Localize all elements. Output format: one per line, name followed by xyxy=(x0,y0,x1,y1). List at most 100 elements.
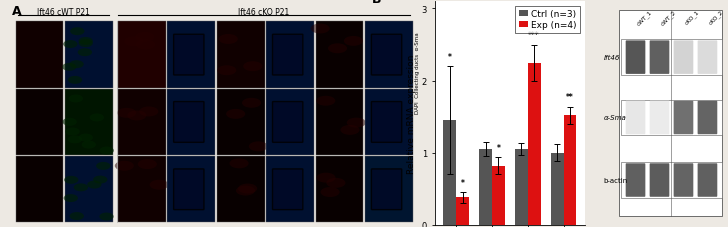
Text: cWT_1: cWT_1 xyxy=(636,9,653,26)
Bar xyxy=(266,156,314,222)
FancyBboxPatch shape xyxy=(371,102,402,143)
Ellipse shape xyxy=(87,181,101,189)
Bar xyxy=(479,149,492,225)
Text: cKO_1: cKO_1 xyxy=(684,9,700,26)
Text: cWT_2: cWT_2 xyxy=(660,9,677,27)
Ellipse shape xyxy=(68,136,82,144)
Ellipse shape xyxy=(344,37,363,47)
Bar xyxy=(316,89,363,155)
Ellipse shape xyxy=(328,44,347,54)
Ellipse shape xyxy=(100,147,114,155)
FancyBboxPatch shape xyxy=(272,102,303,143)
FancyBboxPatch shape xyxy=(697,101,717,135)
Bar xyxy=(167,156,215,222)
Text: *: * xyxy=(448,53,451,62)
Text: Ift46 cWT P21: Ift46 cWT P21 xyxy=(37,8,90,17)
Text: Ift46 cKO P21: Ift46 cKO P21 xyxy=(238,8,289,17)
FancyBboxPatch shape xyxy=(173,169,204,210)
Ellipse shape xyxy=(63,118,77,126)
Bar xyxy=(528,63,541,225)
Ellipse shape xyxy=(226,109,245,119)
FancyBboxPatch shape xyxy=(272,169,303,210)
Text: B: B xyxy=(371,0,381,6)
FancyBboxPatch shape xyxy=(371,169,402,210)
FancyBboxPatch shape xyxy=(697,41,717,74)
Text: *: * xyxy=(496,143,500,152)
FancyBboxPatch shape xyxy=(697,163,717,197)
FancyBboxPatch shape xyxy=(673,101,693,135)
Ellipse shape xyxy=(218,35,238,45)
Ellipse shape xyxy=(242,98,261,108)
Ellipse shape xyxy=(63,41,77,49)
Bar xyxy=(65,89,113,155)
Bar xyxy=(266,89,314,155)
Text: *: * xyxy=(461,178,464,187)
Text: **: ** xyxy=(566,93,574,102)
Ellipse shape xyxy=(317,173,336,183)
FancyBboxPatch shape xyxy=(625,41,645,74)
Ellipse shape xyxy=(243,62,262,72)
Y-axis label: Relative mRNA expression: Relative mRNA expression xyxy=(407,54,416,173)
Ellipse shape xyxy=(316,96,336,106)
Bar xyxy=(316,22,363,89)
Bar xyxy=(15,156,63,222)
Bar xyxy=(456,197,469,225)
Bar xyxy=(118,89,166,155)
Bar xyxy=(365,156,413,222)
Ellipse shape xyxy=(66,128,79,136)
Ellipse shape xyxy=(78,49,92,57)
Ellipse shape xyxy=(150,180,169,190)
Bar xyxy=(621,100,722,136)
FancyBboxPatch shape xyxy=(649,101,669,135)
Ellipse shape xyxy=(139,107,159,117)
Bar xyxy=(65,22,113,89)
Bar xyxy=(118,156,166,222)
Ellipse shape xyxy=(62,64,76,72)
Ellipse shape xyxy=(347,118,366,128)
Bar xyxy=(15,22,63,89)
FancyBboxPatch shape xyxy=(625,101,645,135)
Text: cKO_2: cKO_2 xyxy=(708,9,724,26)
Bar xyxy=(550,153,563,225)
Bar xyxy=(217,89,264,155)
Ellipse shape xyxy=(136,40,155,50)
FancyBboxPatch shape xyxy=(649,163,669,197)
Ellipse shape xyxy=(90,114,104,122)
Bar xyxy=(316,156,363,222)
Ellipse shape xyxy=(96,162,111,170)
Ellipse shape xyxy=(124,37,143,47)
Ellipse shape xyxy=(79,38,93,46)
Bar xyxy=(167,89,215,155)
Text: b-actin: b-actin xyxy=(604,177,628,183)
Text: DAPI  Collecting ducts  α-Sma: DAPI Collecting ducts α-Sma xyxy=(416,32,420,114)
Ellipse shape xyxy=(238,184,257,194)
Text: A: A xyxy=(12,5,21,17)
Ellipse shape xyxy=(68,95,83,103)
Ellipse shape xyxy=(79,40,93,48)
Bar xyxy=(118,22,166,89)
Ellipse shape xyxy=(326,178,346,188)
Ellipse shape xyxy=(320,187,340,197)
Text: ***: *** xyxy=(529,31,540,40)
Ellipse shape xyxy=(236,186,255,196)
Bar xyxy=(515,149,528,225)
Bar xyxy=(563,116,577,225)
Ellipse shape xyxy=(99,213,114,221)
Legend: Ctrl (n=3), Exp (n=4): Ctrl (n=3), Exp (n=4) xyxy=(515,7,580,34)
Ellipse shape xyxy=(311,24,330,34)
FancyBboxPatch shape xyxy=(371,35,402,76)
Ellipse shape xyxy=(117,108,136,118)
Bar xyxy=(621,40,722,76)
Text: α-Sma: α-Sma xyxy=(604,115,627,121)
Bar xyxy=(621,163,722,198)
Ellipse shape xyxy=(115,161,134,171)
Ellipse shape xyxy=(217,66,237,76)
FancyBboxPatch shape xyxy=(173,102,204,143)
FancyBboxPatch shape xyxy=(649,41,669,74)
Bar xyxy=(217,22,264,89)
Bar xyxy=(167,22,215,89)
Ellipse shape xyxy=(135,33,154,43)
Bar xyxy=(365,89,413,155)
Ellipse shape xyxy=(69,61,84,69)
Ellipse shape xyxy=(341,125,360,135)
